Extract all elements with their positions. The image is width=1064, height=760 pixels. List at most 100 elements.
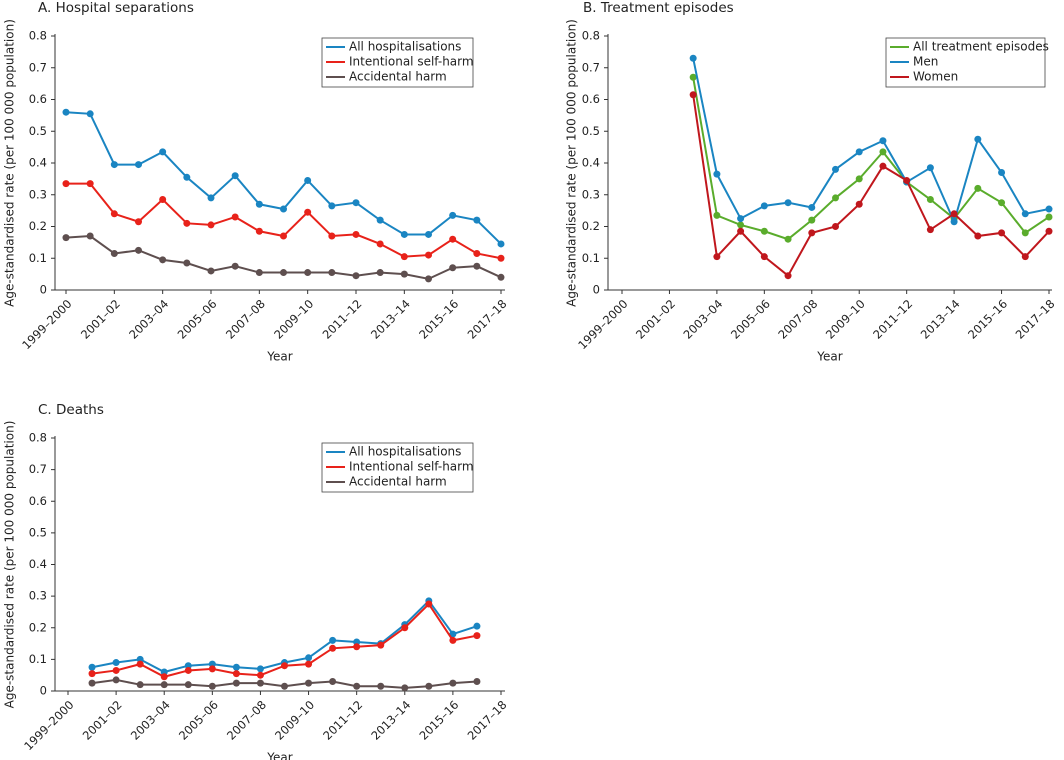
legend-label: All treatment episodes	[913, 40, 1049, 54]
data-point	[255, 269, 263, 277]
chart-panel: A. Hospital separations Age-standardised …	[3, 0, 510, 364]
data-point	[86, 110, 94, 118]
x-tick-label: 1999–2000	[575, 297, 630, 352]
data-point	[449, 211, 457, 219]
data-point	[713, 170, 721, 178]
x-tick-label: 2017–18	[465, 698, 510, 743]
y-axis-label: Age-standardised rate (per 100 000 popul…	[3, 421, 17, 709]
data-point	[473, 632, 481, 640]
x-tick-label: 2007–08	[223, 297, 268, 342]
x-tick-label: 2015–16	[416, 297, 461, 342]
data-point	[473, 262, 481, 270]
data-point	[328, 202, 336, 210]
x-tick-label: 1999–2000	[19, 297, 74, 352]
data-point	[449, 636, 457, 644]
data-point	[110, 161, 118, 169]
y-tick-label: 0.6	[29, 92, 47, 106]
y-tick-label: 0	[40, 684, 47, 698]
x-tick-label: 2009–10	[823, 297, 868, 342]
data-point	[136, 681, 144, 689]
legend-label: All hospitalisations	[349, 40, 461, 54]
data-point	[855, 200, 863, 208]
data-point	[62, 180, 70, 188]
data-point	[926, 226, 934, 234]
x-tick-label: 2005–06	[176, 698, 221, 743]
data-point	[183, 173, 191, 181]
x-tick-label: 2001–02	[80, 698, 125, 743]
x-tick-label: 2003–04	[680, 297, 725, 342]
data-point	[974, 135, 982, 143]
y-tick-label: 0.5	[582, 124, 600, 138]
data-point	[304, 269, 312, 277]
y-tick-label: 0.6	[582, 92, 600, 106]
data-point	[110, 249, 118, 257]
data-point	[879, 137, 887, 145]
data-point	[280, 269, 287, 277]
y-tick-label: 0.7	[582, 60, 600, 74]
y-tick-label: 0.1	[582, 251, 600, 265]
data-point	[88, 663, 96, 671]
chart-title: C. Deaths	[38, 402, 104, 418]
data-point	[207, 194, 215, 202]
data-point	[256, 679, 264, 687]
data-point	[401, 684, 409, 692]
data-point	[1045, 227, 1053, 235]
data-point	[400, 230, 408, 238]
data-point	[328, 232, 336, 240]
data-point	[62, 108, 70, 116]
data-point	[926, 164, 934, 172]
data-point	[112, 659, 120, 667]
y-tick-label: 0.3	[29, 187, 47, 201]
data-point	[903, 176, 911, 184]
x-tick-label: 2017–18	[1013, 297, 1058, 342]
x-tick-label: 2007–08	[775, 297, 820, 342]
y-tick-label: 0	[40, 283, 47, 297]
y-tick-label: 0.8	[29, 29, 47, 43]
data-point	[159, 196, 167, 204]
data-point	[231, 213, 239, 221]
data-point	[159, 148, 167, 156]
data-point	[256, 665, 264, 673]
x-tick-label: 2001–02	[633, 297, 678, 342]
data-point	[737, 227, 745, 235]
data-point	[473, 678, 481, 686]
data-point	[208, 682, 216, 690]
legend-label: Accidental harm	[349, 475, 447, 489]
data-point	[784, 272, 792, 280]
data-point	[112, 666, 120, 674]
data-point	[281, 662, 288, 670]
data-point	[998, 199, 1006, 207]
data-point	[183, 219, 191, 227]
data-point	[304, 176, 312, 184]
y-axis-label: Age-standardised rate (per 100 000 popul…	[565, 19, 579, 307]
x-tick-label: 2003–04	[126, 297, 171, 342]
data-point	[1021, 253, 1029, 261]
data-point	[760, 253, 768, 261]
x-tick-label: 2011–12	[320, 698, 365, 743]
data-point	[425, 682, 433, 690]
data-point	[926, 196, 934, 204]
data-point	[737, 221, 745, 229]
y-tick-label: 0	[593, 283, 600, 297]
data-point	[832, 223, 839, 230]
chart-panel: B. Treatment episodes Age-standardised ra…	[565, 0, 1058, 364]
chart-panel: C. Deaths Age-standardised rate (per 100 …	[3, 402, 510, 760]
data-point	[255, 227, 263, 235]
legend-label: Women	[913, 70, 958, 84]
x-tick-label: 2011–12	[870, 297, 915, 342]
data-point	[998, 169, 1006, 177]
data-point	[160, 681, 168, 689]
data-point	[808, 203, 816, 211]
data-point	[353, 682, 361, 690]
data-point	[497, 273, 505, 281]
data-point	[255, 200, 263, 208]
legend-label: Intentional self-harm	[349, 460, 474, 474]
data-point	[136, 660, 144, 668]
legend-label: Accidental harm	[349, 70, 447, 84]
y-tick-label: 0.7	[29, 462, 47, 476]
data-point	[377, 641, 385, 649]
data-point	[784, 235, 792, 243]
x-tick-label: 2013–14	[368, 698, 413, 743]
